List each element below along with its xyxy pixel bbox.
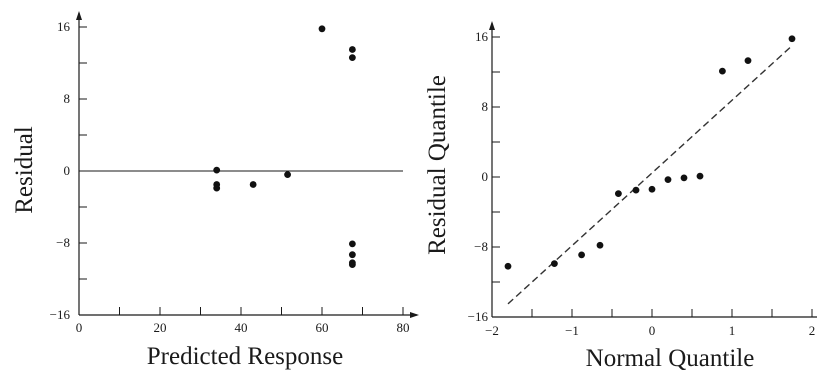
data-point [680,174,688,182]
x-tick-label: 0 [649,323,656,338]
y-tick-label: −16 [50,307,71,322]
y-tick-label: 16 [475,29,489,44]
data-point [213,166,221,174]
data-point [348,261,356,268]
x-tick-label: −2 [485,323,499,338]
y-tick-label: −16 [468,309,489,324]
x-tick-label: 0 [76,320,83,335]
data-point [348,240,356,248]
y-axis-title: Residual [11,126,38,214]
x-axis-arrow [410,312,419,318]
data-point [249,181,257,188]
data-point [551,260,558,268]
x-tick-label: 60 [316,320,329,335]
y-axis-title: Residual Quantile [424,75,451,255]
fitted-reference-line [507,45,793,305]
y-tick-label: 16 [57,19,71,34]
data-point [504,262,512,270]
data-point [284,171,291,179]
x-tick-label: 1 [729,323,736,338]
x-tick-label: 40 [235,320,248,335]
y-tick-label: 8 [64,91,71,106]
x-axis-title: Normal Quantile [586,345,755,371]
normal-quantile-chart: −16 −8 0 8 16 −2 −1 0 1 2 Normal Quantile Residual … [424,21,817,371]
x-tick-label: 2 [809,323,816,338]
data-point [578,251,585,259]
x-tick-label: −1 [565,323,579,338]
data-point [696,172,704,180]
data-point [348,251,356,259]
data-point [318,25,326,33]
y-tick-label: 0 [64,163,71,178]
y-tick-label: −8 [56,235,70,250]
data-point [596,241,604,249]
y-axis-arrow [489,21,495,30]
data-point [348,54,356,61]
x-tick-label: 20 [154,320,167,335]
data-point [744,57,752,65]
x-tick-label: 80 [397,320,410,335]
data-point [213,184,221,192]
data-point [788,35,796,43]
y-axis-arrow [76,11,82,20]
y-tick-label: −8 [474,239,488,254]
data-point [348,46,356,53]
data-point [615,190,622,198]
data-point [719,67,726,75]
data-point [632,186,640,194]
residual-vs-predicted-chart: −16 −8 0 8 16 0 20 40 60 80 Predicted Response Resi… [11,11,419,370]
y-tick-label: 0 [482,169,489,184]
data-point [664,176,672,184]
data-point [648,185,656,193]
y-tick-label: 8 [482,99,489,114]
x-axis-title: Predicted Response [147,343,343,370]
